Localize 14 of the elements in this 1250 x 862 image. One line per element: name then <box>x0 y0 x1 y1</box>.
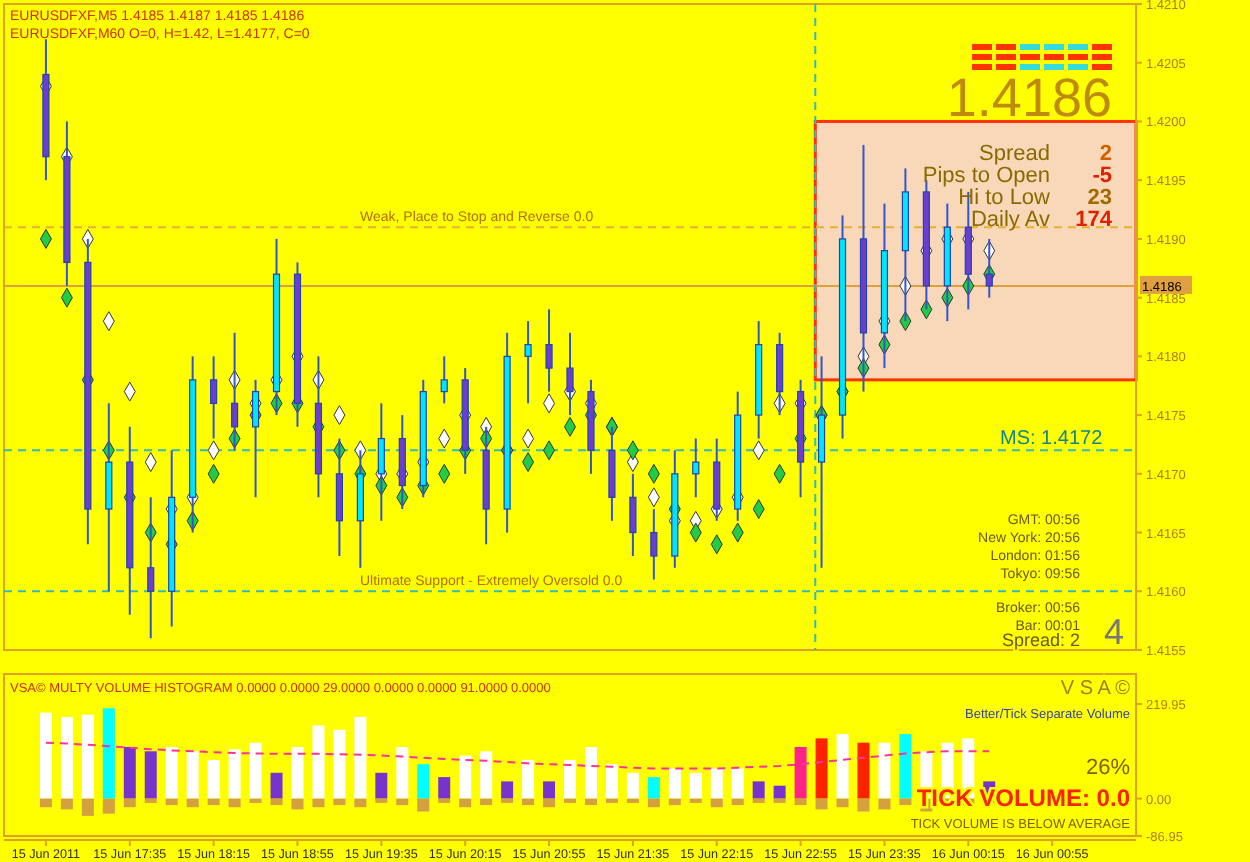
annotation: Spread <box>979 142 1050 166</box>
annotation: 2 <box>1099 142 1112 166</box>
annotation: Daily Av <box>970 208 1051 232</box>
annotation: 4 <box>1103 612 1124 652</box>
annotation: 23 <box>1087 186 1112 210</box>
annotation: 1.4186 <box>946 68 1112 128</box>
annotation: -5 <box>1092 164 1112 188</box>
text: V S A © <box>1060 678 1132 700</box>
annotation: 26% <box>1085 756 1131 780</box>
ref-line-label: MS: 1.4172 <box>1000 428 1104 451</box>
annotation: TICK VOLUME: 0.0 <box>916 784 1131 812</box>
annotation: Pips to Open <box>922 164 1050 188</box>
annotation: Spread: 2 <box>1001 630 1080 650</box>
annotation: 174 <box>1075 208 1114 232</box>
